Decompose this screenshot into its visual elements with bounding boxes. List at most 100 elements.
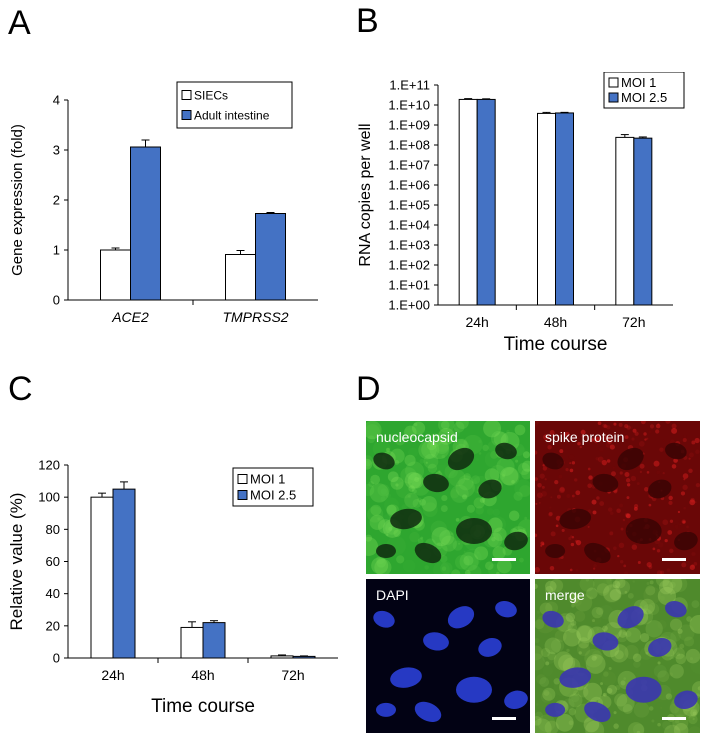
- fluorescence-speckle: [668, 495, 673, 501]
- fluorescence-speckle: [440, 505, 448, 513]
- panel-letter-c: C: [8, 370, 33, 408]
- fluorescence-speckle: [502, 474, 506, 478]
- fluorescence-speckle: [692, 717, 695, 721]
- fluorescence-speckle: [589, 596, 593, 600]
- fluorescence-speckle: [624, 471, 630, 477]
- y-tick-label: 1: [53, 243, 60, 258]
- fluorescence-speckle: [664, 539, 668, 543]
- fluorescence-speckle: [603, 584, 621, 603]
- fluorescence-speckle: [646, 437, 649, 440]
- fluorescence-speckle: [662, 439, 664, 441]
- fluorescence-speckle: [542, 466, 548, 471]
- x-tick-label: 24h: [465, 314, 488, 330]
- fluorescence-speckle: [686, 525, 690, 529]
- fluorescence-speckle: [637, 561, 641, 565]
- fluorescence-speckle: [493, 527, 507, 541]
- fluorescence-speckle: [669, 548, 674, 554]
- fluorescence-speckle: [387, 471, 399, 483]
- fluorescence-speckle: [619, 471, 623, 475]
- fluorescence-speckle: [689, 452, 694, 458]
- micrograph-nucleocapsid: nucleocapsid: [366, 421, 530, 574]
- fluorescence-speckle: [535, 619, 545, 630]
- fluorescence-speckle: [543, 690, 550, 696]
- fluorescence-speckle: [685, 648, 700, 664]
- fluorescence-speckle: [458, 542, 461, 545]
- fluorescence-speckle: [377, 484, 390, 497]
- y-tick-label: 2: [53, 193, 60, 208]
- fluorescence-speckle: [485, 561, 494, 571]
- fluorescence-speckle: [617, 554, 620, 558]
- fluorescence-speckle: [484, 468, 500, 483]
- fluorescence-speckle: [390, 476, 404, 490]
- fluorescence-speckle: [564, 431, 570, 437]
- nucleus: [584, 701, 611, 722]
- y-tick-label: 1.E+01: [388, 278, 430, 293]
- fluorescence-speckle: [540, 541, 545, 546]
- fluorescence-speckle: [567, 623, 578, 633]
- fluorescence-speckle: [695, 449, 700, 455]
- y-tick-label: 60: [46, 554, 60, 569]
- fluorescence-speckle: [571, 603, 575, 608]
- fluorescence-speckle: [576, 625, 593, 642]
- fluorescence-speckle: [632, 653, 642, 663]
- fluorescence-speckle: [580, 429, 586, 435]
- fluorescence-speckle: [632, 723, 645, 733]
- nucleus: [423, 632, 449, 651]
- fluorescence-speckle: [581, 544, 585, 548]
- fluorescence-speckle: [639, 632, 650, 643]
- fluorescence-speckle: [633, 506, 638, 511]
- fluorescence-speckle: [535, 638, 540, 644]
- fluorescence-speckle: [366, 424, 381, 440]
- fluorescence-speckle: [496, 558, 512, 574]
- fluorescence-speckle: [404, 454, 416, 466]
- nucleus: [545, 702, 566, 717]
- nucleus: [423, 473, 449, 493]
- fluorescence-speckle: [683, 506, 686, 510]
- fluorescence-speckle: [419, 498, 427, 506]
- bar: [100, 249, 131, 301]
- fluorescence-speckle: [474, 546, 489, 561]
- fluorescence-speckle: [543, 434, 549, 440]
- nucleus: [625, 518, 662, 544]
- fluorescence-speckle: [689, 657, 693, 661]
- nucleus: [373, 610, 395, 628]
- nucleus: [559, 667, 592, 688]
- fluorescence-speckle: [476, 458, 479, 461]
- fluorescence-speckle: [606, 687, 613, 694]
- fluorescence-speckle: [414, 476, 420, 483]
- fluorescence-speckle: [413, 422, 418, 427]
- x-axis-label: Time course: [151, 696, 255, 717]
- fluorescence-speckle: [521, 468, 530, 480]
- bar: [633, 137, 653, 306]
- fluorescence-speckle: [377, 517, 381, 521]
- fluorescence-speckle: [550, 531, 556, 537]
- fluorescence-speckle: [554, 630, 567, 643]
- fluorescence-speckle: [624, 435, 629, 440]
- fluorescence-speckle: [657, 620, 666, 629]
- fluorescence-speckle: [689, 499, 696, 506]
- fluorescence-speckle: [591, 438, 595, 441]
- fluorescence-speckle: [697, 686, 700, 691]
- fluorescence-speckle: [514, 479, 530, 498]
- y-axis-label: RNA copies per well: [357, 123, 374, 266]
- fluorescence-speckle: [671, 427, 678, 434]
- bar: [537, 112, 556, 306]
- fluorescence-speckle: [535, 421, 539, 427]
- fluorescence-speckle: [547, 440, 551, 443]
- fluorescence-speckle: [614, 650, 624, 660]
- fluorescence-speckle: [596, 583, 610, 596]
- fluorescence-speckle: [543, 666, 554, 677]
- fluorescence-speckle: [596, 628, 599, 631]
- fluorescence-speckle: [691, 564, 695, 568]
- y-tick-label: 120: [38, 458, 60, 473]
- y-tick-label: 1.E+07: [388, 158, 430, 173]
- fluorescence-speckle: [630, 475, 637, 482]
- fluorescence-speckle: [623, 677, 627, 680]
- legend-swatch: [181, 90, 192, 100]
- fluorescence-speckle: [599, 447, 604, 452]
- x-tick-label: ACE2: [111, 309, 149, 325]
- fluorescence-speckle: [688, 567, 692, 571]
- fluorescence-speckle: [678, 519, 683, 524]
- fluorescence-speckle: [569, 468, 574, 473]
- fluorescence-speckle: [535, 703, 539, 706]
